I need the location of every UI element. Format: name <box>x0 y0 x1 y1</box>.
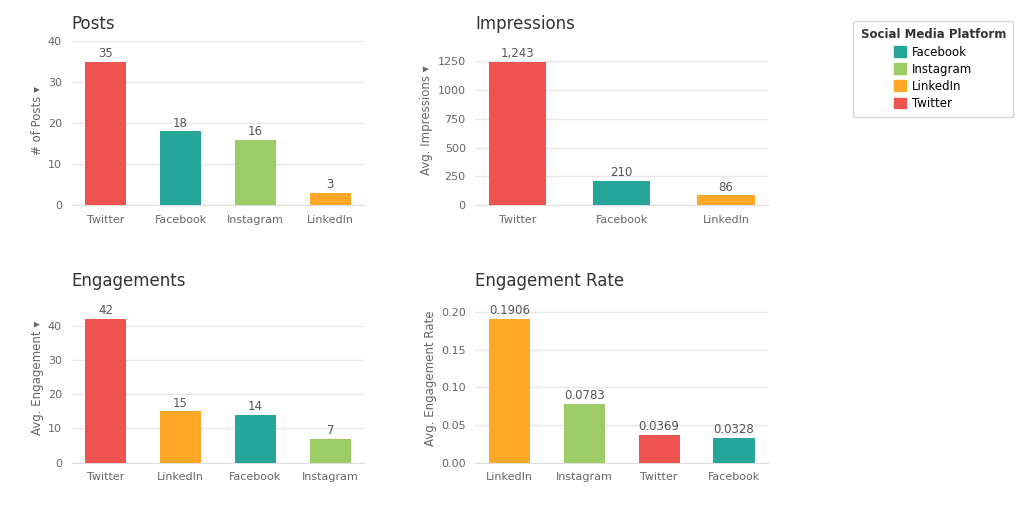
Y-axis label: Avg. Engagement Rate: Avg. Engagement Rate <box>424 310 437 446</box>
Bar <box>563 403 605 463</box>
Y-axis label: Avg. Engagement ▾: Avg. Engagement ▾ <box>31 321 44 435</box>
Text: 14: 14 <box>248 400 263 413</box>
Text: Posts: Posts <box>72 15 116 33</box>
Bar <box>160 411 201 463</box>
Text: 0.0328: 0.0328 <box>714 423 755 436</box>
Text: 3: 3 <box>327 178 334 191</box>
Bar <box>488 62 546 205</box>
Bar <box>309 438 351 463</box>
Y-axis label: Avg. Impressions ▾: Avg. Impressions ▾ <box>421 66 433 175</box>
Y-axis label: # of Posts ▾: # of Posts ▾ <box>31 86 44 155</box>
Text: 210: 210 <box>610 167 633 179</box>
Text: 0.0369: 0.0369 <box>639 420 680 433</box>
Text: 0.1906: 0.1906 <box>488 304 529 318</box>
Bar <box>234 415 276 463</box>
Text: 7: 7 <box>327 424 334 437</box>
Bar <box>488 319 530 463</box>
Bar <box>309 193 351 205</box>
Text: Engagements: Engagements <box>72 272 186 290</box>
Bar <box>639 435 680 463</box>
Bar <box>160 132 201 205</box>
Text: 42: 42 <box>98 304 113 318</box>
Bar <box>85 62 126 205</box>
Bar <box>85 319 126 463</box>
Bar <box>714 438 755 463</box>
Text: 1,243: 1,243 <box>501 47 535 60</box>
Text: 35: 35 <box>98 47 113 60</box>
Text: 0.0783: 0.0783 <box>564 389 604 402</box>
Bar <box>234 140 276 205</box>
Text: 15: 15 <box>173 397 188 410</box>
Bar <box>697 195 755 205</box>
Text: 18: 18 <box>173 117 188 130</box>
Text: Impressions: Impressions <box>475 15 575 33</box>
Bar <box>593 181 650 205</box>
Text: 86: 86 <box>719 180 733 194</box>
Text: 16: 16 <box>248 125 263 138</box>
Legend: Facebook, Instagram, LinkedIn, Twitter: Facebook, Instagram, LinkedIn, Twitter <box>853 21 1013 117</box>
Text: Engagement Rate: Engagement Rate <box>475 272 625 290</box>
